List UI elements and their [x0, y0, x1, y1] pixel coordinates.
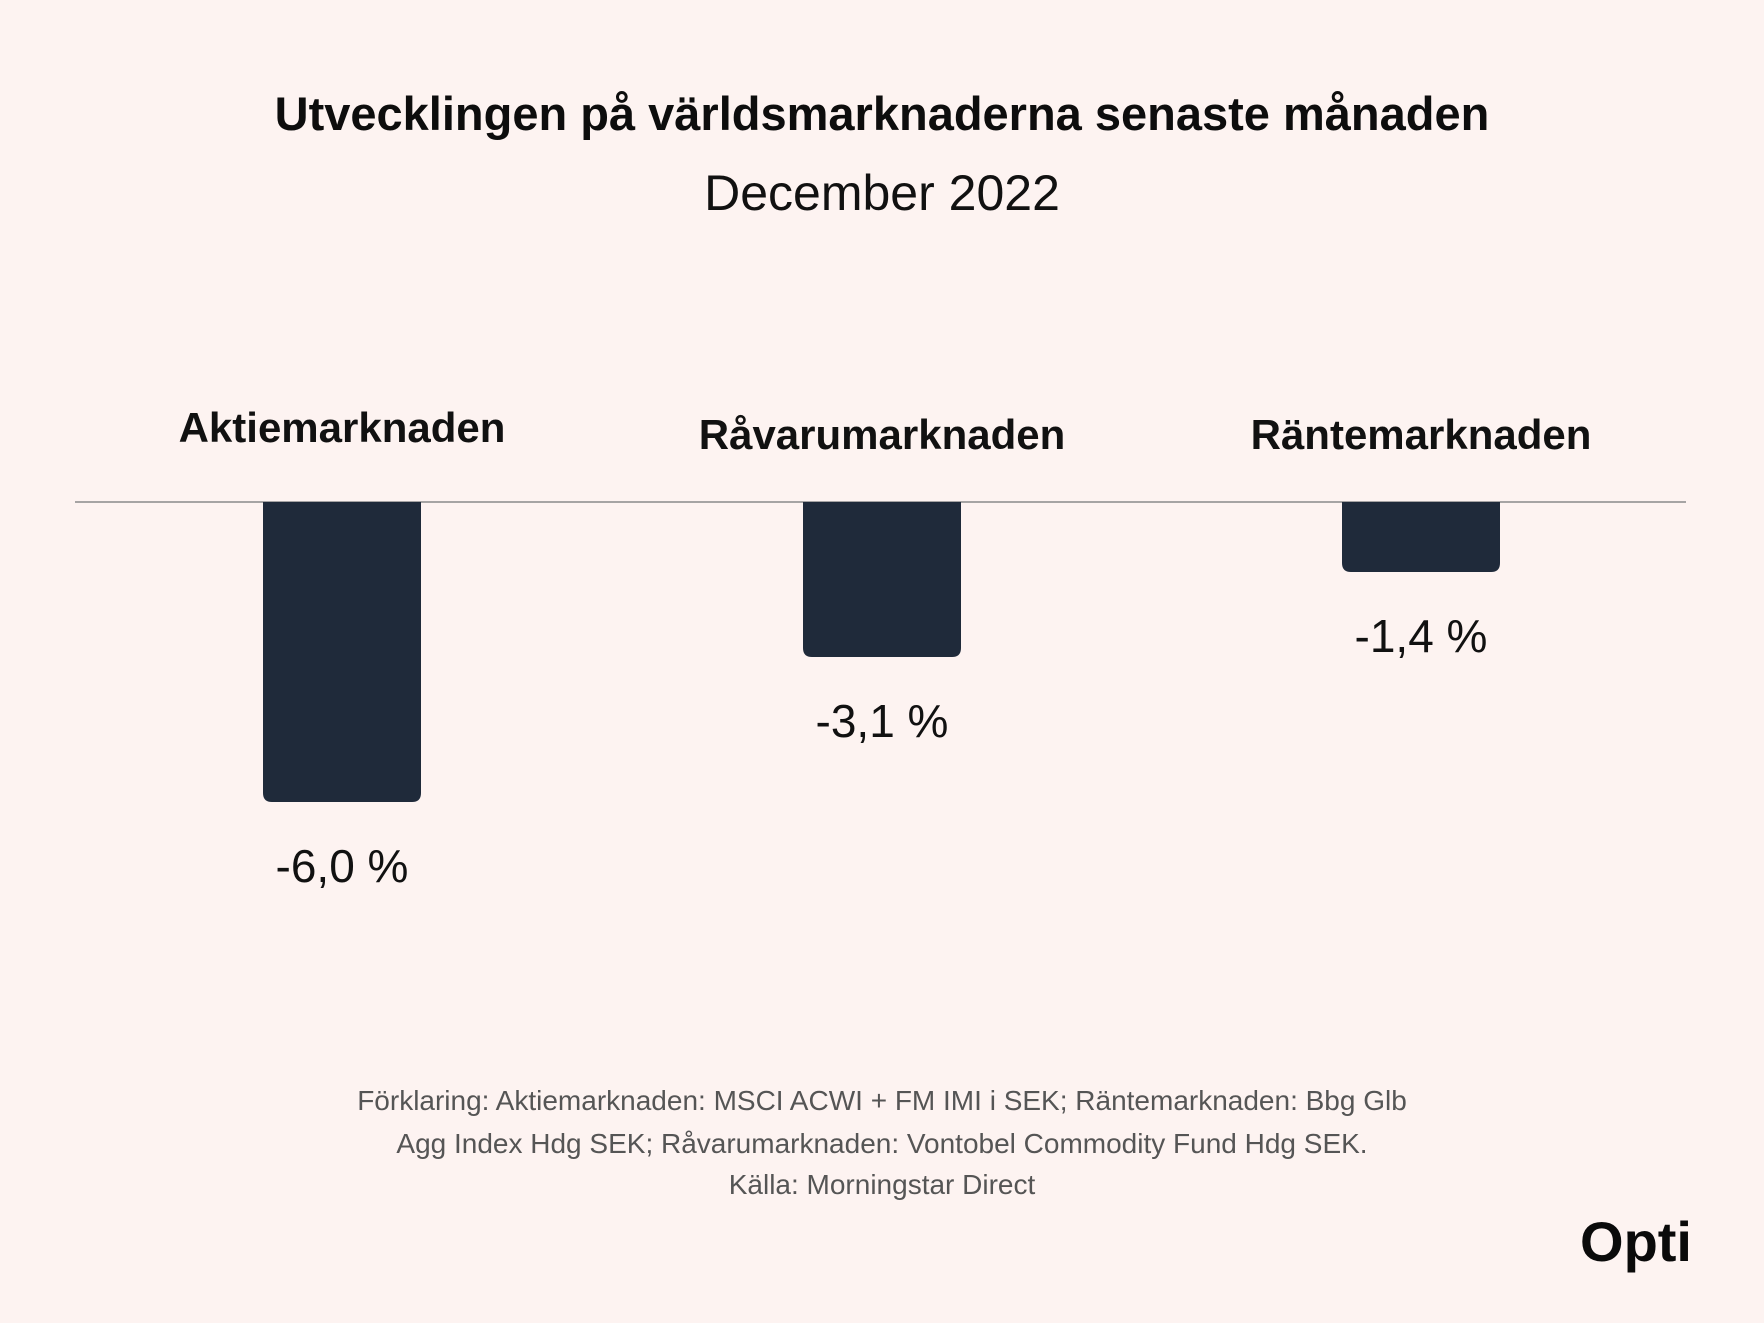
category-labels: Aktiemarknaden Råvarumarknaden Räntemarkna… [179, 404, 1592, 458]
footnote-line-3: Källa: Morningstar Direct [729, 1169, 1036, 1200]
category-label-aktiemarknaden: Aktiemarknaden [179, 404, 506, 451]
bar-ravarumarknaden [803, 502, 961, 657]
bars-group [263, 502, 1500, 802]
footnote-line-1: Förklaring: Aktiemarknaden: MSCI ACWI + … [357, 1085, 1407, 1116]
footnote-line-2: Agg Index Hdg SEK; Råvarumarknaden: Vont… [396, 1128, 1367, 1159]
chart-subtitle: December 2022 [704, 165, 1060, 221]
value-label-ravarumarknaden: -3,1 % [816, 695, 949, 747]
category-label-rantemarknaden: Räntemarknaden [1251, 411, 1592, 458]
opti-logo: Opti [1580, 1210, 1692, 1273]
bar-aktiemarknaden [263, 502, 421, 802]
bar-rantemarknaden [1342, 502, 1500, 572]
category-label-ravarumarknaden: Råvarumarknaden [699, 411, 1066, 458]
chart-title: Utvecklingen på världsmarknaderna senast… [275, 87, 1490, 140]
value-label-aktiemarknaden: -6,0 % [276, 840, 409, 892]
value-labels: -6,0 % -3,1 % -1,4 % [276, 610, 1488, 892]
value-label-rantemarknaden: -1,4 % [1355, 610, 1488, 662]
